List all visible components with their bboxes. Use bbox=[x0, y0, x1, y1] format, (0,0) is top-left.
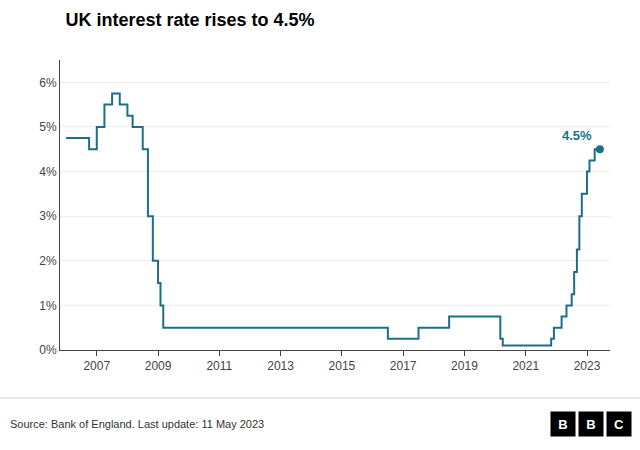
svg-text:4.5%: 4.5% bbox=[562, 128, 592, 143]
svg-text:0%: 0% bbox=[39, 343, 57, 357]
svg-text:2011: 2011 bbox=[206, 359, 232, 373]
svg-text:2023: 2023 bbox=[574, 359, 601, 373]
svg-text:2007: 2007 bbox=[83, 359, 110, 373]
svg-text:2017: 2017 bbox=[390, 359, 417, 373]
svg-text:2009: 2009 bbox=[145, 359, 172, 373]
svg-text:B: B bbox=[558, 417, 567, 432]
svg-text:B: B bbox=[586, 417, 595, 432]
svg-text:Source: Bank of England. Last: Source: Bank of England. Last update: 11… bbox=[10, 418, 264, 430]
svg-text:1%: 1% bbox=[39, 299, 57, 313]
svg-text:5%: 5% bbox=[39, 120, 57, 134]
svg-text:2013: 2013 bbox=[267, 359, 294, 373]
svg-text:UK interest rate rises to 4.5%: UK interest rate rises to 4.5% bbox=[66, 10, 315, 30]
svg-text:2015: 2015 bbox=[329, 359, 356, 373]
svg-text:6%: 6% bbox=[39, 76, 57, 90]
svg-text:2%: 2% bbox=[39, 254, 57, 268]
svg-text:4%: 4% bbox=[39, 165, 57, 179]
svg-text:3%: 3% bbox=[39, 209, 57, 223]
svg-text:2019: 2019 bbox=[451, 359, 478, 373]
svg-text:C: C bbox=[614, 417, 624, 432]
svg-text:2021: 2021 bbox=[512, 359, 539, 373]
